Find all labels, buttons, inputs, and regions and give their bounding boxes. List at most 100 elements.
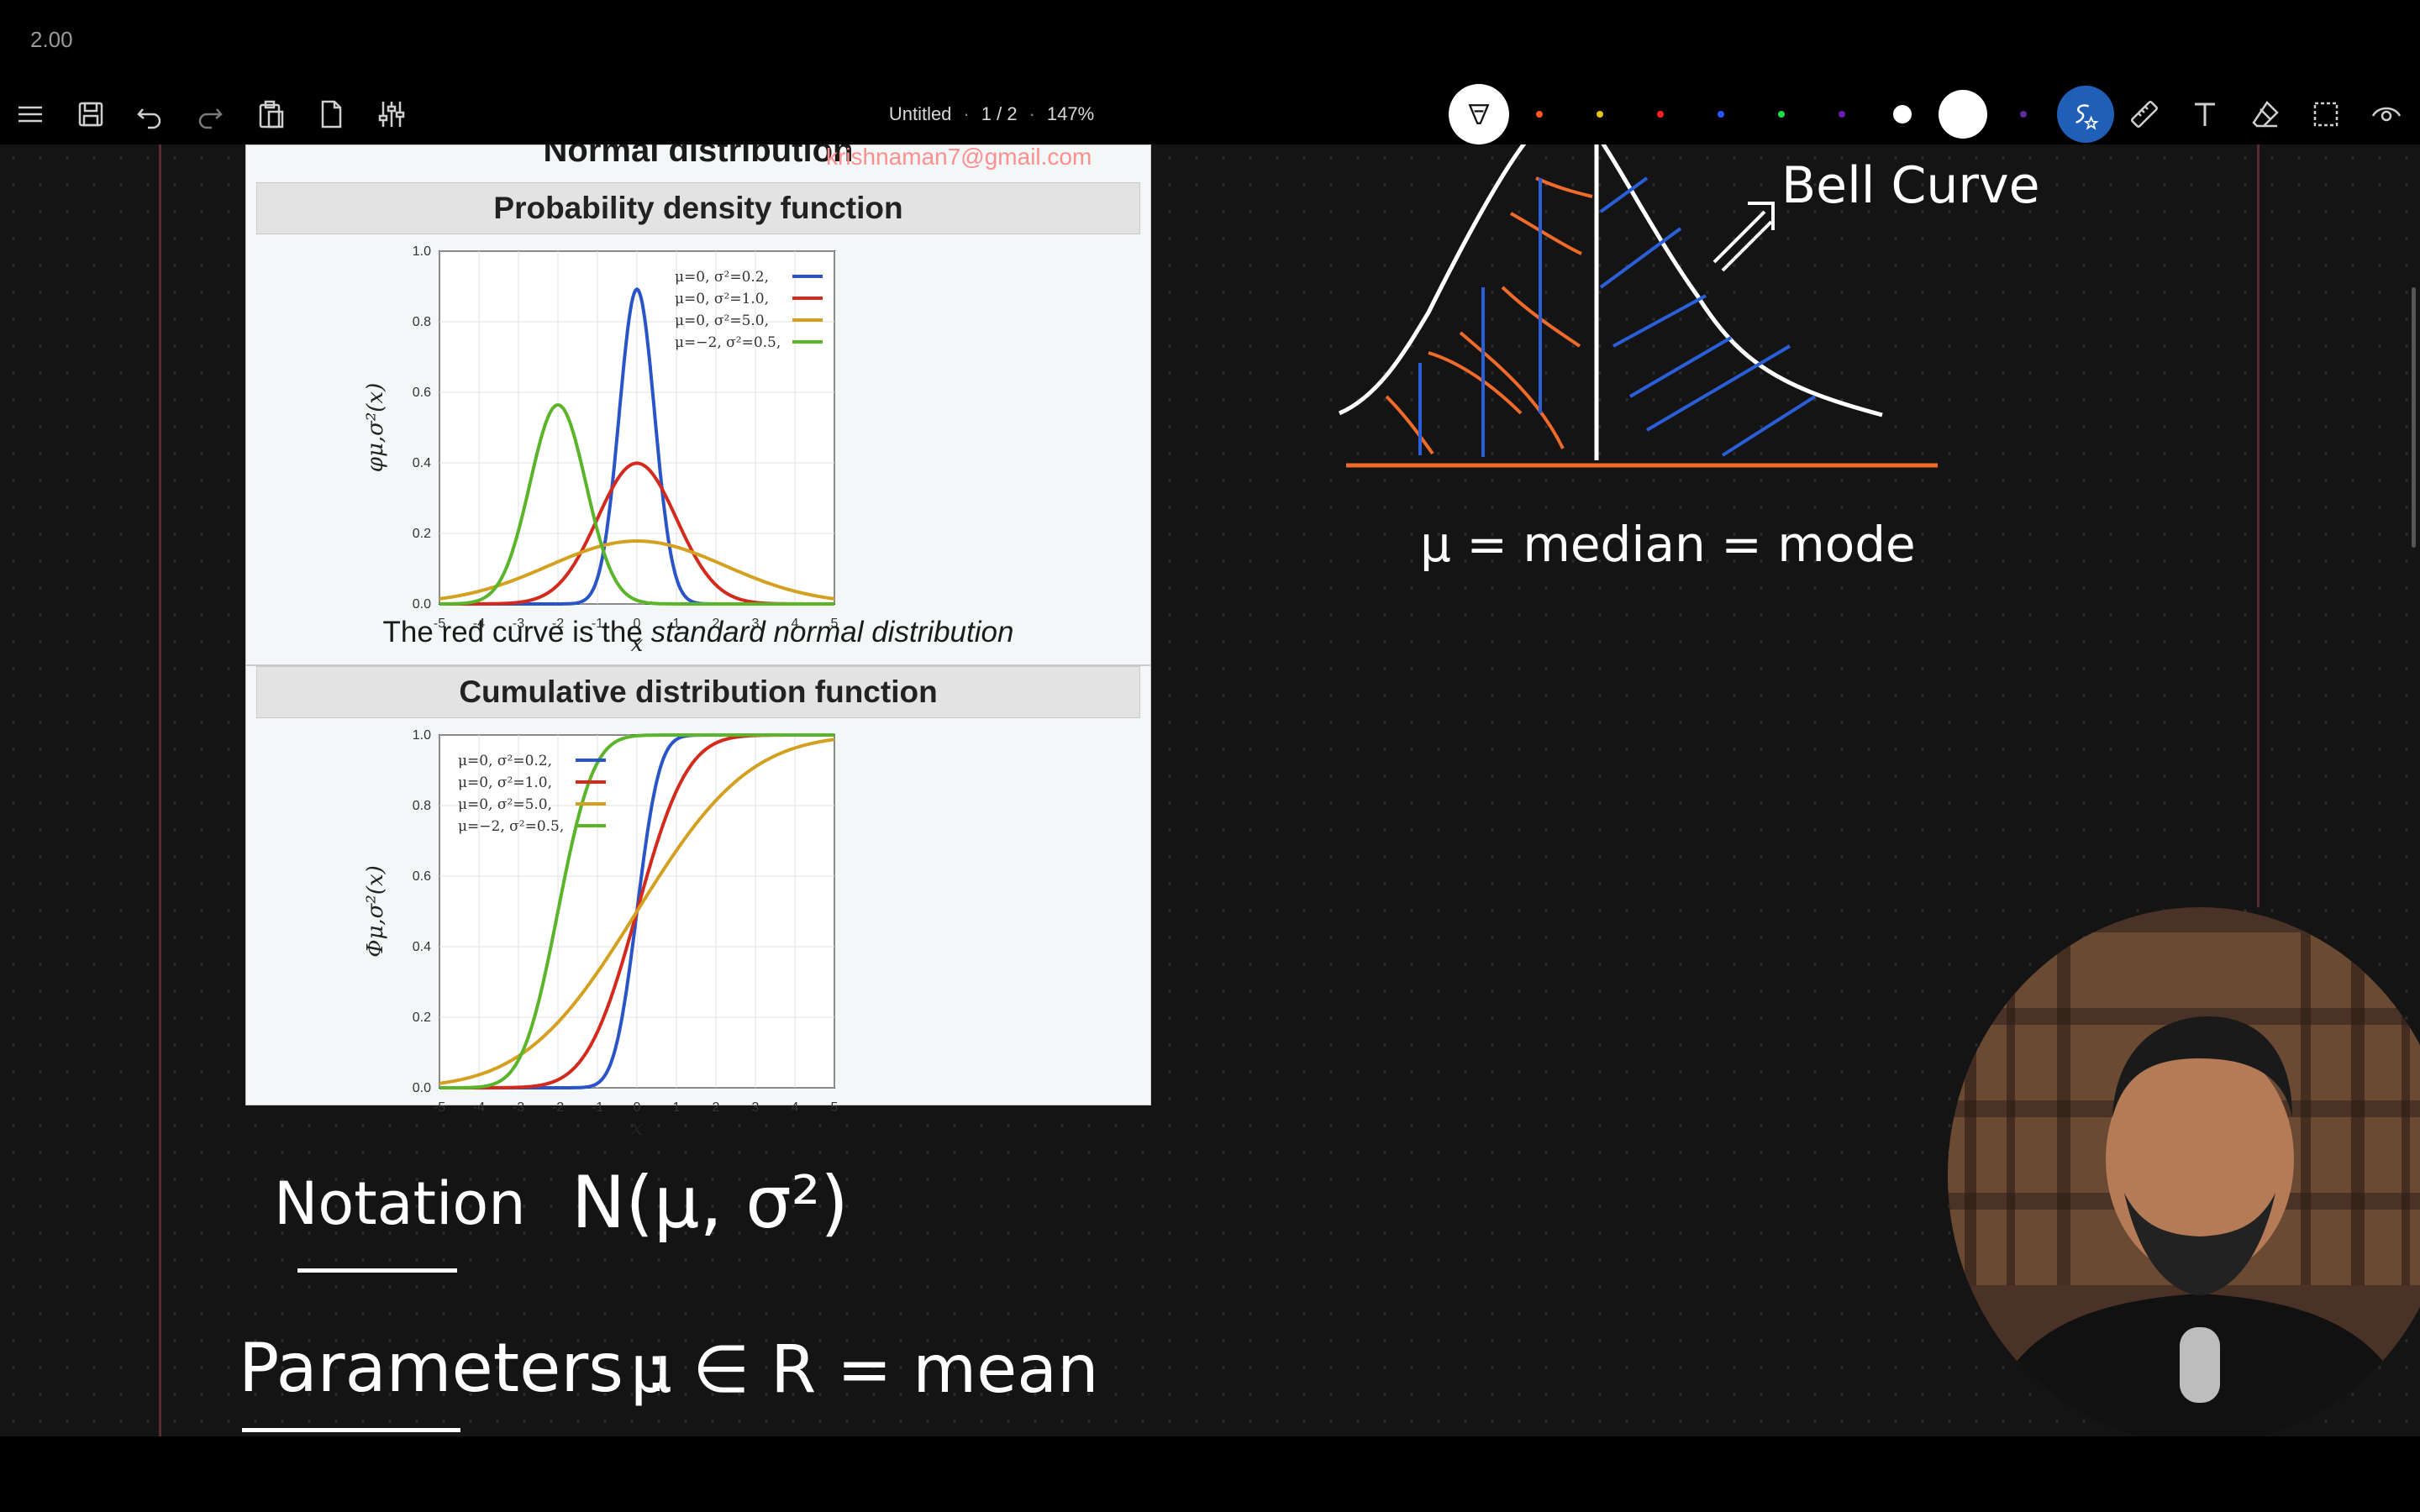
undo-icon[interactable]	[126, 84, 173, 144]
x-tick-label: -5	[434, 1100, 445, 1115]
series-line	[439, 738, 835, 1085]
microphone	[2180, 1327, 2220, 1403]
parameters-label: Parameters :	[239, 1329, 668, 1407]
pen-color-violet[interactable]	[2007, 97, 2040, 131]
x-tick-label: -1	[592, 1100, 603, 1115]
pen-color-red[interactable]	[1644, 97, 1677, 131]
document-title[interactable]: Untitled · 1 / 2 · 147%	[739, 84, 1244, 144]
sketch-arrow	[1712, 202, 1775, 272]
title-separator: ·	[963, 103, 970, 124]
legend-label: μ=0, σ²=1.0,	[675, 291, 769, 307]
y-tick-label: 0.0	[413, 597, 431, 612]
x-tick-label: 3	[752, 1100, 760, 1115]
caption-text: The red curve is the	[382, 616, 651, 648]
x-tick-label: 1	[673, 617, 681, 631]
notation-value: N(μ, σ²)	[571, 1161, 849, 1245]
figure-title: Normal distribution	[543, 144, 854, 169]
bottom-bar	[0, 1436, 2420, 1512]
x-tick-label: 3	[752, 617, 760, 631]
presenter-hair	[2112, 1016, 2292, 1117]
ruler-icon[interactable]	[2121, 84, 2168, 144]
select-icon[interactable]	[2302, 84, 2349, 144]
x-tick-label: -5	[434, 617, 445, 631]
legend-label: μ=−2, σ²=0.5,	[458, 818, 564, 835]
sketch-orange-hatching	[1385, 176, 1593, 455]
parameters-value: μ ∈ R = mean	[630, 1332, 1099, 1408]
pen-color-orange[interactable]	[1523, 97, 1556, 131]
document-name: Untitled	[888, 103, 952, 124]
y-tick-label: 0.8	[413, 315, 431, 329]
y-tick-label: 0.8	[413, 799, 431, 813]
x-tick-label: 1	[673, 1100, 681, 1115]
redo-icon[interactable]	[187, 84, 234, 144]
book-spines	[1965, 932, 2410, 1285]
x-tick-label: 0	[634, 617, 641, 631]
y-tick-label: 0.4	[413, 940, 431, 954]
notation-underline	[297, 1268, 457, 1273]
y-tick-label: 1.0	[413, 244, 431, 259]
x-tick-label: 4	[792, 1100, 799, 1115]
presenter-head	[2106, 1042, 2294, 1277]
pen-color-white-large[interactable]	[1938, 89, 1988, 139]
zoom-level: 147%	[1046, 103, 1095, 124]
x-tick-label: -4	[473, 617, 485, 631]
pdf-heading: Probability density function	[256, 182, 1140, 234]
vertical-scrollbar[interactable]	[2412, 287, 2416, 548]
y-tick-label: 1.0	[413, 728, 431, 743]
x-tick-label: -2	[552, 617, 564, 631]
cdf-heading: Cumulative distribution function	[256, 666, 1140, 718]
pasted-figure[interactable]: Normal distribution krishnaman7@gmail.co…	[245, 144, 1151, 1138]
page-margin-line	[2257, 144, 2260, 907]
pen-color-yellow[interactable]	[1583, 97, 1617, 131]
panel-divider	[246, 664, 1150, 666]
notation-label: Notation	[274, 1169, 526, 1238]
y-axis-label: Φμ,σ²(x)	[363, 865, 388, 958]
pen-color-purple[interactable]	[1825, 97, 1859, 131]
mean-median-mode-note: μ = median = mode	[1420, 516, 1916, 573]
series-line	[439, 402, 834, 606]
x-tick-label: 2	[713, 617, 720, 631]
title-separator: ·	[1028, 103, 1035, 124]
bell-curve-label: Bell Curve	[1781, 156, 2040, 215]
cdf-chart: -5 -4 -3 -2 -1 0 1 2 3 4 5 0.0 0.2 0.4 0.6 0.8 1.0 x Φμ,σ²…	[363, 728, 839, 1138]
x-axis-label: x	[631, 632, 644, 654]
lasso-icon[interactable]	[2057, 86, 2114, 143]
presenter-beard	[2124, 1193, 2275, 1295]
highlighter-tool-icon[interactable]	[1449, 84, 1509, 144]
text-icon[interactable]	[2181, 84, 2228, 144]
x-tick-label: -2	[552, 1100, 564, 1115]
page-indicator: 1 / 2	[981, 103, 1018, 124]
legend-label: μ=0, σ²=5.0,	[458, 796, 552, 813]
bell-curve-sketch	[1339, 144, 1938, 468]
sliders-icon[interactable]	[368, 84, 415, 144]
legend-label: μ=0, σ²=1.0,	[458, 774, 552, 791]
y-tick-label: 0.0	[413, 1081, 431, 1095]
pdf-caption: The red curve is the standard normal dis…	[246, 616, 1150, 649]
y-tick-label: 0.2	[413, 527, 431, 541]
new-page-icon[interactable]	[308, 84, 355, 144]
page-margin-line	[159, 144, 161, 1436]
y-axis-label: φμ,σ²(x)	[363, 383, 388, 473]
x-tick-label: -1	[592, 617, 603, 631]
caption-italic: standard normal distribution	[650, 616, 1014, 648]
save-icon[interactable]	[67, 84, 114, 144]
y-tick-label: 0.6	[413, 869, 431, 884]
x-tick-label: 4	[792, 617, 799, 631]
pen-color-white-small[interactable]	[1886, 97, 1919, 131]
sketch-blue-hatching	[1418, 176, 1817, 457]
x-tick-label: -4	[473, 1100, 485, 1115]
x-tick-label: 2	[713, 1100, 720, 1115]
y-tick-label: 0.4	[413, 456, 431, 470]
y-tick-label: 0.6	[413, 386, 431, 400]
x-axis-label: x	[631, 1116, 644, 1138]
toolbar: Untitled · 1 / 2 · 147%	[0, 84, 2420, 144]
x-tick-label: 0	[634, 1100, 641, 1115]
eraser-icon[interactable]	[2242, 84, 2289, 144]
drawing-canvas[interactable]: Normal distribution krishnaman7@gmail.co…	[0, 144, 2420, 1436]
pen-color-blue[interactable]	[1704, 97, 1738, 131]
legend-label: μ=0, σ²=0.2,	[458, 753, 552, 769]
view-icon[interactable]	[2363, 84, 2410, 144]
menu-icon[interactable]	[7, 84, 54, 144]
pen-color-green[interactable]	[1765, 97, 1798, 131]
clipboard-icon[interactable]	[247, 84, 294, 144]
